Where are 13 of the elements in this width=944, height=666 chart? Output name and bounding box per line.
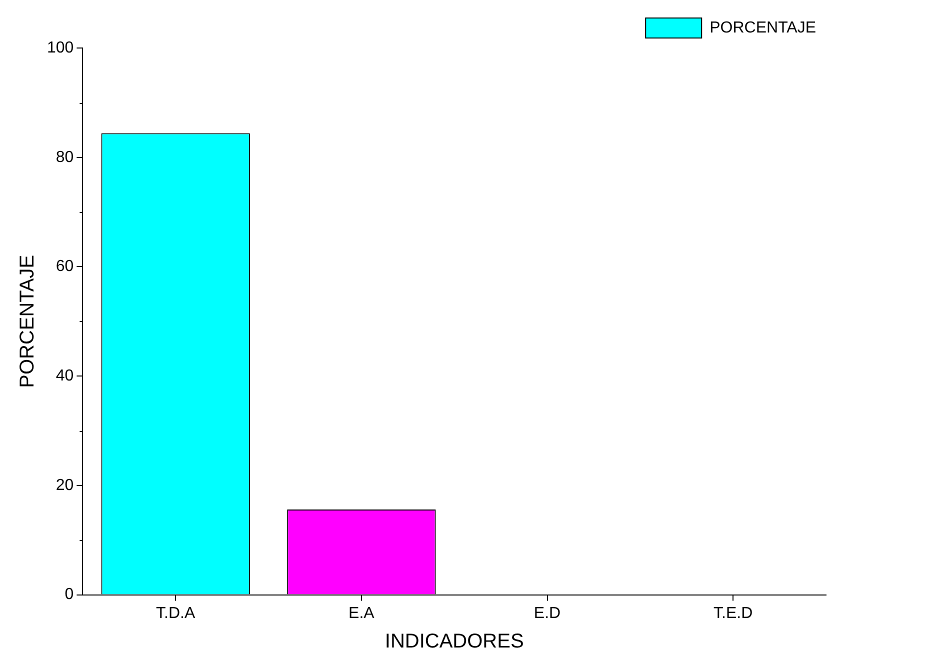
y-tick-label: 0 [64, 586, 74, 604]
y-tick-label: 60 [56, 258, 74, 276]
x-tick-label: E.D [534, 604, 561, 622]
y-tick-label: 20 [56, 476, 74, 494]
y-tick-label: 40 [56, 367, 74, 384]
x-axis-title: INDICADORES [384, 630, 524, 653]
y-tick-label: 100 [46, 39, 74, 56]
y-tick-label: 80 [56, 148, 74, 166]
x-tick-label: T.E.D [714, 604, 753, 622]
x-tick-label: E.A [348, 604, 375, 622]
x-tick-label: T.D.A [156, 604, 196, 622]
y-axis-title: PORCENTAJE [16, 254, 39, 388]
legend-label: PORCENTAJE [710, 19, 816, 36]
